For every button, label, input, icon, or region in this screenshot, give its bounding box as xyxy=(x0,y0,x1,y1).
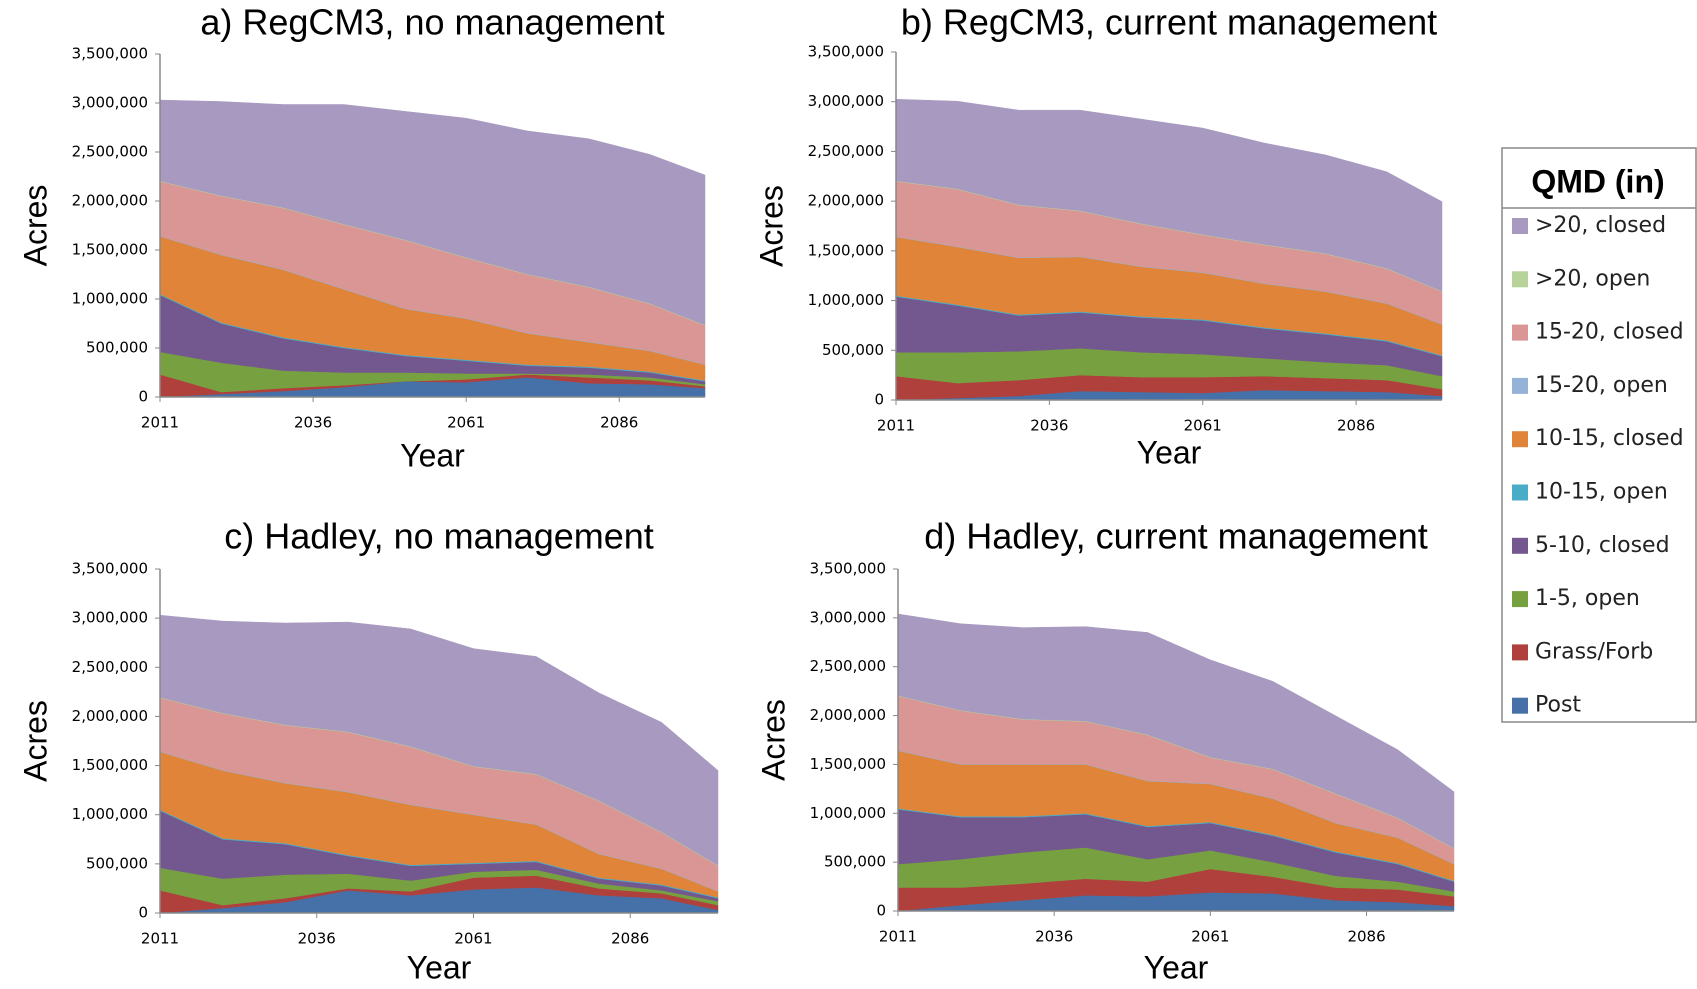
y-tick-label: 2,000,000 xyxy=(72,707,148,725)
y-tick-label: 2,000,000 xyxy=(810,706,886,724)
y-tick-label: 2,500,000 xyxy=(808,142,884,160)
y-tick-label: 3,000,000 xyxy=(810,608,886,626)
x-tick-label: 2086 xyxy=(611,930,649,948)
x-tick-label: 2036 xyxy=(294,414,332,432)
x-tick-label: 2011 xyxy=(141,930,179,948)
y-axis-label: Acres xyxy=(17,185,53,267)
area xyxy=(897,613,1455,849)
legend-label: Post xyxy=(1535,693,1581,718)
y-tick-label: 2,000,000 xyxy=(72,192,148,210)
x-tick-label: 2061 xyxy=(1191,928,1229,946)
legend-swatch xyxy=(1512,591,1528,608)
y-tick-label: 0 xyxy=(138,904,148,922)
y-tick-label: 1,000,000 xyxy=(72,290,148,308)
area xyxy=(159,99,706,326)
x-tick-label: 2086 xyxy=(1347,928,1385,946)
legend-box xyxy=(1501,147,1697,723)
y-tick-label: 3,500,000 xyxy=(72,45,148,63)
y-tick-label: 500,000 xyxy=(86,339,148,357)
y-axis-label: Acres xyxy=(753,185,789,267)
y-tick-label: 1,500,000 xyxy=(810,755,886,773)
x-tick-label: 2061 xyxy=(447,414,485,432)
legend-swatch xyxy=(1512,697,1528,714)
y-tick-label: 2,000,000 xyxy=(808,192,884,210)
y-tick-label: 500,000 xyxy=(824,853,886,871)
legend-label: >20, open xyxy=(1535,266,1650,291)
chart-title: b) RegCM3, current management xyxy=(901,2,1437,43)
x-tick-label: 2086 xyxy=(1337,417,1375,435)
x-tick-label: 2061 xyxy=(454,930,492,948)
legend-label: 15-20, open xyxy=(1535,373,1668,398)
y-tick-label: 2,500,000 xyxy=(72,143,148,161)
y-tick-label: 1,500,000 xyxy=(72,241,148,259)
legend-swatch xyxy=(1512,218,1528,234)
y-tick-label: 1,500,000 xyxy=(72,756,148,774)
legend-swatch xyxy=(1512,377,1528,394)
x-tick-label: 2086 xyxy=(600,414,638,432)
chart-title: d) Hadley, current management xyxy=(924,516,1428,557)
y-tick-label: 3,500,000 xyxy=(808,43,884,61)
y-tick-label: 3,000,000 xyxy=(808,92,884,110)
y-tick-label: 3,000,000 xyxy=(72,609,148,627)
y-tick-label: 1,000,000 xyxy=(808,291,884,309)
chart-title: a) RegCM3, no management xyxy=(200,2,664,43)
area xyxy=(895,98,1443,292)
y-tick-label: 0 xyxy=(876,902,886,920)
y-tick-label: 2,500,000 xyxy=(810,657,886,675)
legend-swatch xyxy=(1512,271,1528,288)
x-tick-label: 2011 xyxy=(877,417,915,435)
y-tick-label: 500,000 xyxy=(822,341,884,359)
legend-label: 15-20, closed xyxy=(1535,320,1684,345)
legend-label: 5-10, closed xyxy=(1535,533,1670,558)
y-tick-label: 1,500,000 xyxy=(808,241,884,259)
y-tick-label: 1,000,000 xyxy=(810,804,886,822)
y-tick-label: 3,500,000 xyxy=(810,560,886,578)
y-tick-label: 3,000,000 xyxy=(72,94,148,112)
y-axis-label: Acres xyxy=(755,699,791,781)
x-axis-label: Year xyxy=(1137,434,1202,470)
area xyxy=(159,614,719,866)
chart-title: c) Hadley, no management xyxy=(224,516,654,557)
x-axis-label: Year xyxy=(407,949,472,985)
y-tick-label: 500,000 xyxy=(86,854,148,872)
x-axis-label: Year xyxy=(400,437,465,473)
legend-swatch xyxy=(1512,431,1528,448)
legend-swatch xyxy=(1512,644,1528,661)
legend-label: 1-5, open xyxy=(1535,586,1640,611)
x-tick-label: 2011 xyxy=(141,414,179,432)
y-tick-label: 3,500,000 xyxy=(72,560,148,578)
legend-swatch xyxy=(1512,484,1528,501)
legend-swatch xyxy=(1512,537,1528,554)
legend-label: 10-15, closed xyxy=(1535,426,1684,451)
x-tick-label: 2036 xyxy=(1035,928,1073,946)
y-tick-label: 0 xyxy=(138,388,148,406)
x-tick-label: 2061 xyxy=(1184,417,1222,435)
x-axis-label: Year xyxy=(1144,949,1209,985)
x-tick-label: 2036 xyxy=(298,930,336,948)
y-tick-label: 1,000,000 xyxy=(72,805,148,823)
legend-label: >20, closed xyxy=(1535,213,1666,238)
legend-swatch xyxy=(1512,324,1528,341)
y-axis-label: Acres xyxy=(17,700,53,782)
y-tick-label: 0 xyxy=(874,391,884,409)
legend-label: Grass/Forb xyxy=(1535,639,1653,664)
legend-title: QMD (in) xyxy=(1531,163,1664,199)
y-tick-label: 2,500,000 xyxy=(72,658,148,676)
x-tick-label: 2036 xyxy=(1030,417,1068,435)
x-tick-label: 2011 xyxy=(879,928,917,946)
legend-label: 10-15, open xyxy=(1535,480,1668,505)
